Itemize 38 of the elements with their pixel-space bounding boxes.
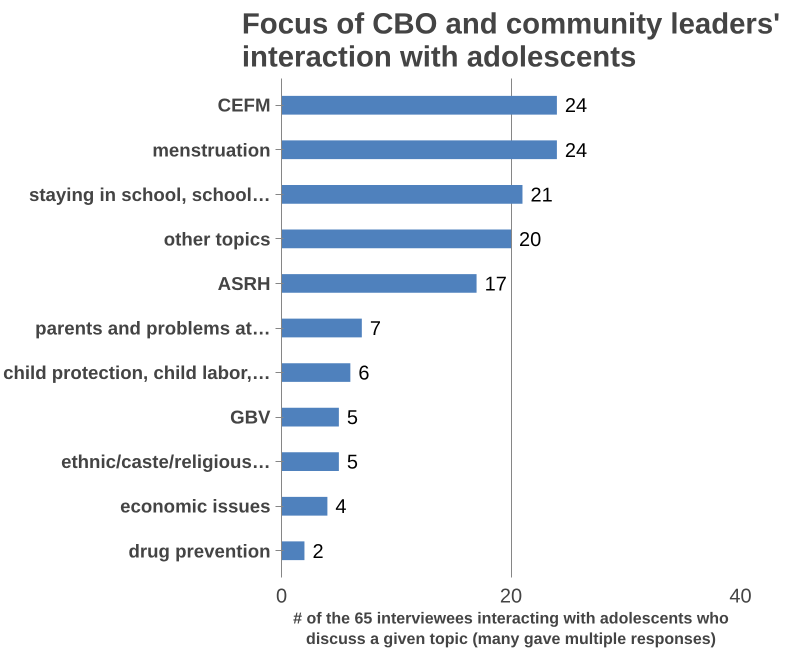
y-tick-label: other topics <box>164 228 270 250</box>
data-label: 20 <box>519 228 542 251</box>
data-label: 24 <box>564 95 588 118</box>
bar <box>282 541 304 560</box>
x-tick-label: 0 <box>276 586 288 608</box>
data-label: 6 <box>358 362 370 385</box>
bar <box>282 318 362 338</box>
bar <box>282 274 477 293</box>
x-tick-label: 40 <box>729 586 752 608</box>
y-tick-label: staying in school, school… <box>28 184 270 205</box>
x-axis-title: # of the 65 interviewees interacting with adolescents who discuss a given topic (many gave multiple responses) <box>293 610 730 648</box>
y-tick-label: drug prevention <box>128 540 270 562</box>
y-tick-label: child protection, child labor,… <box>3 362 271 384</box>
x-tick-label: 20 <box>500 586 522 608</box>
y-tick-label: parents and problems at… <box>35 318 271 338</box>
bar <box>282 408 339 426</box>
y-tick-label: economic issues <box>120 496 271 517</box>
bar <box>282 96 557 115</box>
y-tick-label: ASRH <box>218 272 271 294</box>
chart-title: Focus of CBO and community leaders' interaction with adolescents <box>242 8 780 74</box>
y-tick-label: CEFM <box>218 94 271 116</box>
y-tick-label: GBV <box>230 406 272 428</box>
bar <box>282 452 339 472</box>
y-tick-label: ethnic/caste/religious… <box>61 451 271 472</box>
data-label: 24 <box>564 140 588 162</box>
data-label: 7 <box>370 318 381 340</box>
bar <box>282 230 511 248</box>
data-label: 5 <box>346 407 358 430</box>
data-label: 17 <box>484 273 507 296</box>
bar <box>282 140 557 160</box>
bar <box>282 184 522 204</box>
data-label: 21 <box>530 184 553 206</box>
bar <box>282 496 328 516</box>
data-label: 2 <box>312 540 324 563</box>
data-label: 4 <box>335 496 347 518</box>
y-tick-label: menstruation <box>152 139 271 160</box>
data-label: 5 <box>346 452 358 474</box>
bar <box>282 363 350 382</box>
